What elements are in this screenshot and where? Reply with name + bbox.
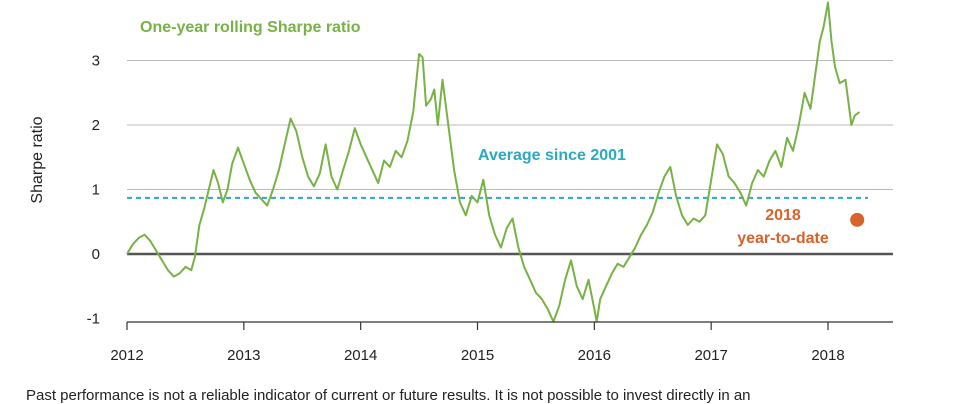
x-tick-label-2014: 2014 [344, 347, 377, 364]
y-axis-tick-labels: -1 0 1 2 3 [87, 53, 100, 328]
x-tick-label-2017: 2017 [694, 347, 727, 364]
y-axis-label: Sharpe ratio [29, 116, 46, 203]
ytd-annotation-line1: 2018 [765, 207, 801, 224]
footnote-text: Past performance is not a reliable indic… [26, 387, 751, 404]
y-tick-label-1: 1 [92, 182, 100, 199]
ytd-point-group [850, 212, 865, 227]
y-tick-label-2: 2 [92, 117, 100, 134]
x-tick-label-2012: 2012 [110, 347, 143, 364]
grid-lines [127, 60, 893, 256]
y-tick-label--1: -1 [87, 311, 100, 328]
ytd-annotation-line2: year-to-date [737, 230, 829, 247]
x-axis: 2012 2013 2014 2015 2016 2017 2018 [110, 321, 893, 364]
x-tick-label-2013: 2013 [227, 347, 260, 364]
y-tick-label-0: 0 [92, 246, 100, 263]
x-tick-label-2018: 2018 [811, 347, 844, 364]
x-tick-label-2016: 2016 [578, 347, 611, 364]
series-name-annotation: One-year rolling Sharpe ratio [140, 19, 361, 36]
y-tick-label-3: 3 [92, 53, 100, 70]
average-line-annotation: Average since 2001 [478, 147, 626, 164]
series-line-group [126, 1, 861, 323]
x-tick-label-2015: 2015 [461, 347, 494, 364]
series-line-0 [126, 1, 861, 323]
ytd-point [850, 212, 865, 227]
